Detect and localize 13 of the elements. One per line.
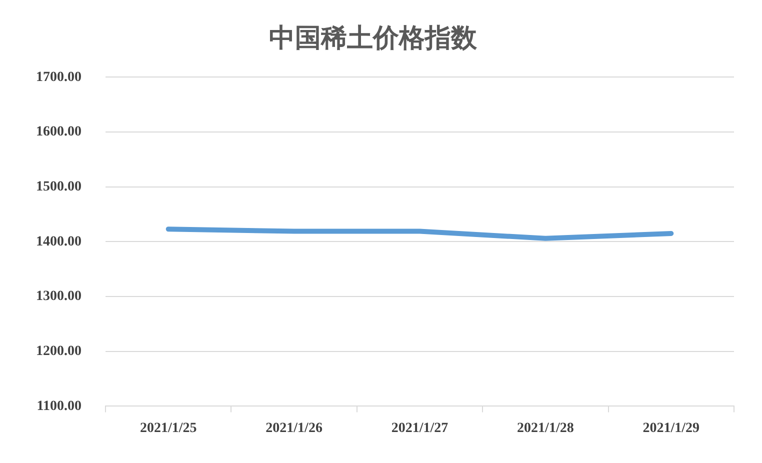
x-tick-label: 2021/1/25 [140, 421, 197, 436]
y-tick-label: 1600.00 [36, 124, 82, 140]
y-tick-label: 1400.00 [36, 234, 82, 250]
y-tick-label: 1300.00 [36, 289, 82, 304]
y-tick-label: 1500.00 [36, 179, 82, 194]
y-tick-label: 1700.00 [36, 70, 82, 85]
x-tick-label: 2021/1/27 [391, 421, 448, 436]
x-tick-label: 2021/1/29 [642, 421, 700, 436]
x-tick-label: 2021/1/28 [517, 421, 574, 436]
y-tick-label: 1200.00 [36, 344, 82, 359]
y-tick-label: 1100.00 [36, 398, 82, 414]
chart-title: 中国稀土价格指数 [269, 23, 478, 54]
x-tick-label: 2021/1/26 [266, 421, 322, 436]
